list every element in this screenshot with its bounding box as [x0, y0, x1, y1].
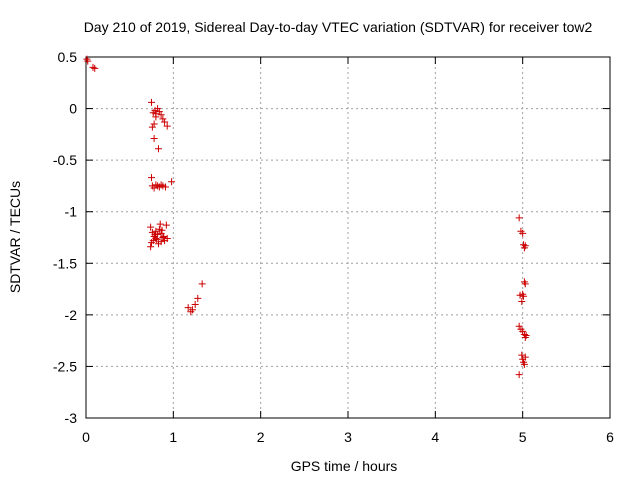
x-tick-label: 6 [606, 429, 614, 445]
data-point [515, 371, 523, 379]
data-point [522, 331, 530, 339]
data-point [153, 236, 161, 244]
data-point [184, 304, 192, 312]
data-point [161, 118, 169, 126]
data-point [518, 297, 526, 305]
x-tick-label: 2 [257, 429, 265, 445]
data-point [198, 280, 206, 288]
data-point [151, 230, 159, 238]
data-point [157, 238, 165, 246]
y-tick-label: -0.5 [53, 152, 77, 168]
data-point [519, 229, 527, 237]
y-tick-label: 0 [69, 101, 77, 117]
data-point [152, 113, 160, 121]
data-point [520, 330, 528, 338]
data-point [147, 243, 155, 251]
data-point [157, 181, 165, 189]
data-point [148, 98, 155, 106]
data-point [154, 105, 162, 113]
data-point [163, 122, 171, 130]
data-point [156, 220, 164, 228]
data-point [150, 120, 158, 128]
y-tick-label: -2.5 [53, 358, 77, 374]
y-tick-label: -1 [65, 204, 78, 220]
y-tick-label: -1.5 [53, 255, 77, 271]
x-axis-label: GPS time / hours [291, 458, 398, 474]
chart-title: Day 210 of 2019, Sidereal Day-to-day VTE… [84, 19, 593, 35]
data-point [189, 306, 197, 314]
x-tick-label: 5 [519, 429, 527, 445]
y-tick-label: -3 [65, 410, 78, 426]
data-point [148, 123, 156, 131]
data-point [91, 64, 99, 72]
x-tick-label: 4 [431, 429, 439, 445]
data-point [154, 145, 162, 153]
y-axis-tick-labels: 0.5 0 -0.5 -1 -1.5 -2 -2.5 -3 [53, 49, 77, 426]
data-point [191, 301, 199, 309]
data-point [152, 235, 160, 243]
y-axis-label: SDTVAR / TECUs [7, 181, 23, 293]
data-point [520, 241, 528, 249]
data-point [161, 183, 169, 191]
data-point [521, 242, 529, 250]
data-point [162, 221, 170, 229]
data-point [84, 57, 92, 65]
data-point [150, 134, 158, 142]
data-point [521, 280, 529, 288]
data-point [168, 178, 176, 186]
grid-lines [86, 57, 610, 418]
data-point [520, 292, 528, 300]
data-points [83, 55, 530, 379]
data-point [158, 226, 166, 234]
data-point [520, 360, 528, 368]
data-point [194, 294, 202, 302]
y-tick-label: 0.5 [58, 49, 78, 65]
data-point [159, 115, 167, 123]
data-point [148, 174, 155, 182]
data-point [159, 234, 167, 241]
y-tick-label: -2 [65, 307, 78, 323]
data-point [157, 111, 165, 119]
data-point [163, 235, 171, 243]
data-point [155, 108, 163, 116]
x-tick-label: 1 [169, 429, 177, 445]
data-point [89, 63, 97, 71]
x-tick-label: 0 [82, 429, 90, 445]
data-point [147, 223, 155, 231]
x-tick-label: 3 [344, 429, 352, 445]
data-point [521, 353, 529, 361]
data-point [515, 322, 523, 330]
x-axis-tick-labels: 0 1 2 3 4 5 6 [82, 429, 614, 445]
data-point [515, 214, 523, 222]
data-point [519, 327, 527, 335]
